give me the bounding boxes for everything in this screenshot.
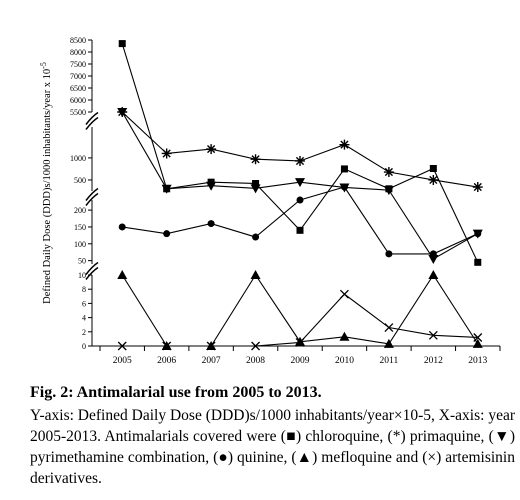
cross-marker <box>162 341 172 351</box>
triangle-down-marker <box>117 108 128 117</box>
axis-break-mark <box>85 261 99 275</box>
circle-marker <box>163 230 171 238</box>
series-triangle-down <box>117 108 483 264</box>
cross-marker <box>473 333 483 342</box>
square-marker <box>340 165 348 173</box>
y-axis: 5500600065007000750080008500500100050100… <box>70 36 99 351</box>
y-tick-label: 0 <box>82 342 86 351</box>
cross-marker <box>428 330 438 340</box>
series-line <box>121 273 479 347</box>
series-layer <box>117 40 483 351</box>
circle-marker <box>385 250 393 258</box>
triangle-down-marker <box>295 178 305 188</box>
y-tick-label: 150 <box>74 223 86 232</box>
cross-marker <box>295 337 305 347</box>
y-axis-label-text: Defined Daily Dose (DDD)s/1000 inhabitan… <box>42 69 53 304</box>
asterisk-marker <box>472 182 483 193</box>
triangle-down-marker <box>161 184 172 194</box>
triangle-up-marker <box>295 336 305 346</box>
cross-marker <box>251 341 261 351</box>
x-tick-label: 2005 <box>113 356 132 366</box>
asterisk-marker <box>161 148 172 159</box>
y-axis-label: Defined Daily Dose (DDD)s/1000 inhabitan… <box>39 62 53 304</box>
axis-break-mark <box>85 266 99 280</box>
axis-break-mark <box>85 192 99 206</box>
cross-marker <box>206 341 216 351</box>
series-cross <box>117 289 483 351</box>
y-tick-label: 8 <box>82 285 86 294</box>
triangle-down-marker <box>428 254 439 264</box>
triangle-down-marker <box>206 181 217 191</box>
x-tick-label: 2006 <box>157 356 176 366</box>
y-tick-label: 6000 <box>70 96 86 105</box>
asterisk-marker <box>250 154 261 165</box>
asterisk-marker <box>339 139 350 150</box>
asterisk-marker <box>383 167 394 178</box>
circle-marker <box>118 223 126 231</box>
square-marker <box>118 40 126 48</box>
y-tick-label: 7500 <box>70 60 86 69</box>
triangle-up-marker <box>472 338 483 348</box>
series-line <box>121 111 478 188</box>
square-marker <box>296 226 304 234</box>
circle-marker <box>429 250 437 258</box>
x-tick-label: 2009 <box>291 356 310 366</box>
caption-title: Fig. 2: Antimalarial use from 2005 to 20… <box>30 384 322 401</box>
circle-marker <box>252 233 260 241</box>
triangle-up-marker <box>383 338 394 348</box>
cross-marker <box>339 289 349 299</box>
axis-break-mark <box>85 187 99 201</box>
y-tick-label: 8000 <box>70 48 86 57</box>
x-tick-label: 2010 <box>335 356 354 366</box>
x-tick-label: 2013 <box>468 356 487 366</box>
circle-marker <box>474 230 482 238</box>
triangle-up-marker <box>428 270 439 279</box>
triangle-down-marker <box>383 186 394 196</box>
x-tick-label: 2007 <box>202 356 221 366</box>
series-circle <box>118 183 482 258</box>
circle-marker <box>207 220 215 228</box>
caption-body: Y-axis: Defined Daily Dose (DDD)s/1000 i… <box>30 407 515 487</box>
y-tick-label: 6 <box>82 299 86 308</box>
asterisk-marker <box>295 155 305 166</box>
y-tick-label: 500 <box>74 176 86 185</box>
y-tick-label: 2 <box>82 328 86 337</box>
y-tick-label: 5500 <box>70 108 86 117</box>
cross-marker <box>117 341 127 351</box>
triangle-up-marker <box>339 331 350 341</box>
circle-marker <box>340 183 348 191</box>
y-tick-label: 100 <box>74 240 86 249</box>
y-tick-label: 6500 <box>70 84 86 93</box>
square-marker <box>252 179 260 187</box>
circle-marker <box>296 196 304 204</box>
triangle-up-marker <box>250 270 261 279</box>
antimalarial-chart: 5500600065007000750080008500500100050100… <box>39 36 501 366</box>
axis-break-mark <box>85 116 99 130</box>
y-tick-label: 50 <box>78 257 86 266</box>
x-tick-label: 2008 <box>246 356 265 366</box>
cross-marker <box>384 323 394 332</box>
triangle-up-marker <box>117 270 128 279</box>
square-marker <box>429 164 437 172</box>
y-tick-label: 200 <box>74 206 86 215</box>
triangle-down-marker <box>250 184 261 194</box>
x-tick-label: 2011 <box>380 356 399 366</box>
asterisk-marker <box>428 174 439 185</box>
x-axis: 2005 2006 2007 2008 2009 2010 2011 2012 2013 <box>92 345 501 366</box>
y-tick-label: 1000 <box>70 154 86 163</box>
y-tick-label: 7000 <box>70 72 86 81</box>
y-tick-label: 8500 <box>70 36 86 45</box>
asterisk-marker <box>206 144 217 155</box>
y-tick-label: 10 <box>78 271 86 280</box>
figure-caption: Fig. 2: Antimalarial use from 2005 to 20… <box>30 383 515 489</box>
y-axis-label-exponent: -5 <box>39 62 48 69</box>
square-marker <box>474 258 482 266</box>
y-tick-label: 4 <box>82 314 86 323</box>
x-tick-label: 2012 <box>424 356 443 366</box>
axis-break-mark <box>85 111 99 125</box>
series-triangle-up <box>117 270 483 350</box>
